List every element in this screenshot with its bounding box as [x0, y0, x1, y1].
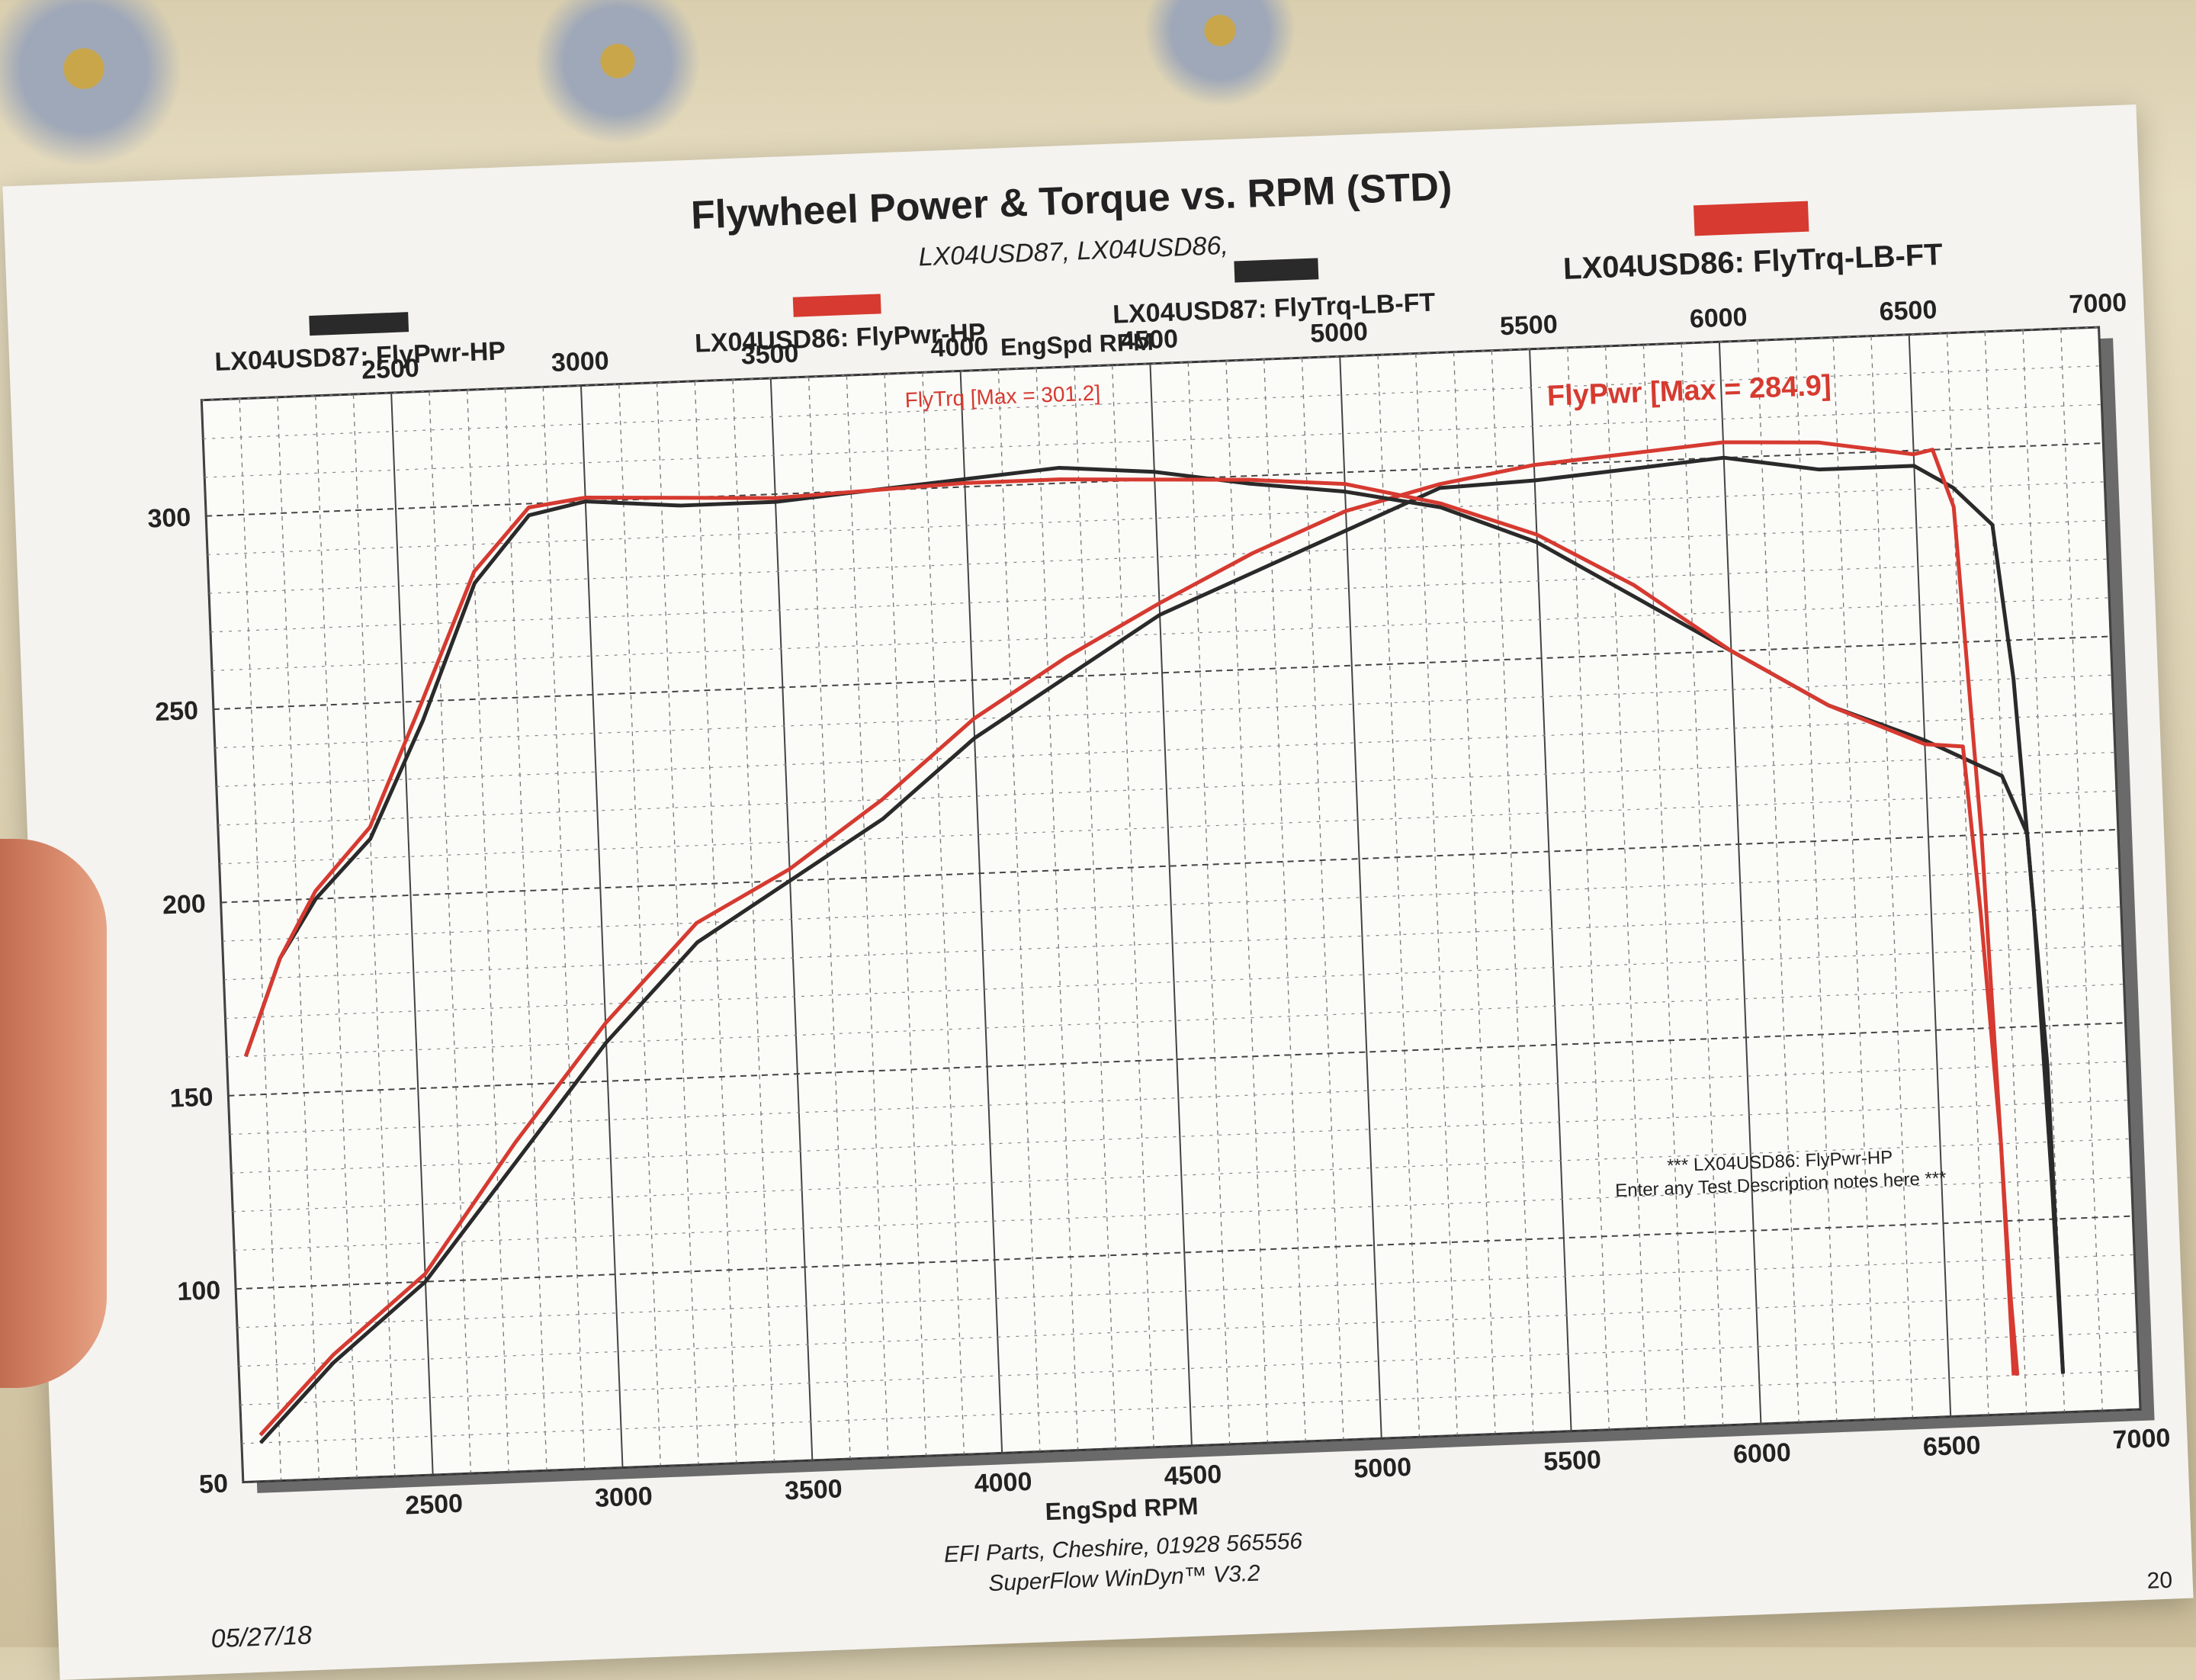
- x-tick-label-top: 6000: [1689, 303, 1748, 334]
- grid-line-x: [1908, 334, 1952, 1417]
- series-line-4: [243, 477, 2016, 1376]
- grid-line-x: [580, 385, 624, 1468]
- x-tick-label-bottom: 6500: [1922, 1431, 1981, 1462]
- wallpaper-flower: [0, 0, 183, 168]
- grid-line-x: [694, 381, 737, 1463]
- grid-line-x: [618, 384, 661, 1466]
- grid-line-y: [213, 635, 2111, 711]
- grid-line-x: [1453, 352, 1496, 1434]
- grid-line-x: [1681, 343, 1724, 1426]
- grid-line-y: [206, 442, 2104, 517]
- grid-line-y: [242, 1409, 2141, 1483]
- legend-swatch-3: [1234, 258, 1319, 283]
- hand-holding-paper: [0, 839, 107, 1388]
- grid-line-x: [2098, 327, 2142, 1410]
- grid-line-x: [1301, 358, 1344, 1441]
- x-tick-label-bottom: 4500: [1164, 1460, 1222, 1491]
- series-line-1: [258, 455, 2066, 1444]
- legend-label-3: LX04USD87: FlyTrq-LB-FT: [1112, 287, 1437, 329]
- legend-swatch-4: [1694, 201, 1809, 236]
- print-date: 05/27/18: [210, 1621, 313, 1653]
- chart-subtitle: LX04USD87, LX04USD86,: [918, 231, 1229, 272]
- grid: [201, 326, 2142, 1483]
- software-footer: SuperFlow WinDyn™ V3.2: [988, 1560, 1261, 1596]
- y-tick-label: 300: [147, 503, 191, 533]
- grid-line-x: [1642, 344, 1686, 1427]
- x-tick-label-bottom: 6000: [1732, 1438, 1791, 1470]
- grid-line-x: [1377, 355, 1421, 1437]
- x-tick-label-bottom: 7000: [2112, 1424, 2171, 1455]
- dyno-chart: 2500 2500 3000 3000 3500 3500 4000 4000 4500 4500…: [147, 165, 2173, 1654]
- x-axis-label-bottom: EngSpd RPM: [1045, 1492, 1199, 1526]
- legend-label-4: LX04USD86: FlyTrq-LB-FT: [1562, 238, 1943, 286]
- x-tick-label-bottom: 5500: [1543, 1445, 1602, 1476]
- grid-line-x: [1832, 337, 1876, 1420]
- grid-line-x: [352, 393, 396, 1476]
- grid-line-x: [1112, 365, 1154, 1447]
- legend-swatch-2: [792, 294, 881, 317]
- grid-line-x: [2060, 328, 2103, 1411]
- x-tick-label-bottom: 4000: [974, 1467, 1032, 1499]
- x-tick-label-top: 6500: [1879, 295, 1938, 326]
- page-corner-mark: 20: [2146, 1568, 2173, 1594]
- grid-line-y: [236, 1215, 2133, 1290]
- y-tick-label: 100: [177, 1276, 221, 1306]
- grid-line-x: [1187, 361, 1231, 1444]
- grid-line-x: [315, 395, 358, 1478]
- grid-line-x: [1946, 332, 1989, 1415]
- x-axis-label-top: EngSpd RPM: [1000, 328, 1154, 361]
- x-tick-label-top: 4500: [1120, 324, 1179, 355]
- x-tick-label-bottom: 2500: [405, 1489, 464, 1521]
- grid-line-x: [1604, 345, 1648, 1428]
- series-line-2: [258, 440, 2020, 1437]
- chart-title: Flywheel Power & Torque vs. RPM (STD): [690, 165, 1453, 238]
- grid-line-x: [429, 391, 472, 1474]
- series-line-3: [243, 465, 2066, 1374]
- x-tick-label-bottom: 3500: [784, 1474, 843, 1505]
- y-tick-label: 50: [198, 1469, 228, 1499]
- grid-line-x: [390, 393, 434, 1476]
- grid-line-x: [807, 377, 851, 1460]
- y-tick-label: 150: [169, 1083, 214, 1113]
- grid-line-x: [922, 372, 965, 1455]
- x-tick-label-bottom: 3000: [594, 1482, 653, 1513]
- x-tick-label-top: 4000: [930, 332, 989, 363]
- y-tick-label: 250: [155, 696, 199, 727]
- grid-line-y: [228, 1022, 2126, 1097]
- legend-swatch-1: [309, 312, 409, 336]
- grid-line-x: [1074, 366, 1117, 1449]
- x-tick-label-top: 5000: [1310, 317, 1369, 349]
- x-tick-label-bottom: 5000: [1353, 1453, 1412, 1484]
- x-tick-label-top: 3000: [551, 346, 609, 377]
- grid-line-x: [1415, 353, 1458, 1436]
- x-tick-label-top: 7000: [2069, 288, 2127, 320]
- grid-line-x: [656, 382, 699, 1465]
- series-lines: [243, 440, 2066, 1444]
- x-tick-label-top: 5500: [1499, 310, 1558, 341]
- grid-line-x: [884, 374, 927, 1457]
- grid-line-x: [1149, 363, 1193, 1446]
- grid-line-x: [542, 387, 586, 1470]
- grid-line-x: [846, 375, 889, 1458]
- legend-label-1: LX04USD87: FlyPwr-HP: [214, 336, 506, 377]
- grid-line-x: [1870, 336, 1914, 1418]
- dyno-printout: 2500 2500 3000 3000 3500 3500 4000 4000 4500 4500…: [2, 104, 2194, 1680]
- wallpaper-flower: [534, 0, 702, 145]
- grid-line-y: [220, 828, 2118, 904]
- grid-line-x: [1567, 347, 1610, 1430]
- x-tick-label-top: 3500: [740, 339, 799, 371]
- grid-line-x: [1339, 356, 1382, 1439]
- y-tick-label: 200: [162, 889, 206, 920]
- tick-labels: 2500 2500 3000 3000 3500 3500 4000 4000 4500 4500…: [147, 288, 2171, 1521]
- x-tick-label-top: 2500: [361, 354, 419, 385]
- wallpaper-flower: [1144, 0, 1296, 107]
